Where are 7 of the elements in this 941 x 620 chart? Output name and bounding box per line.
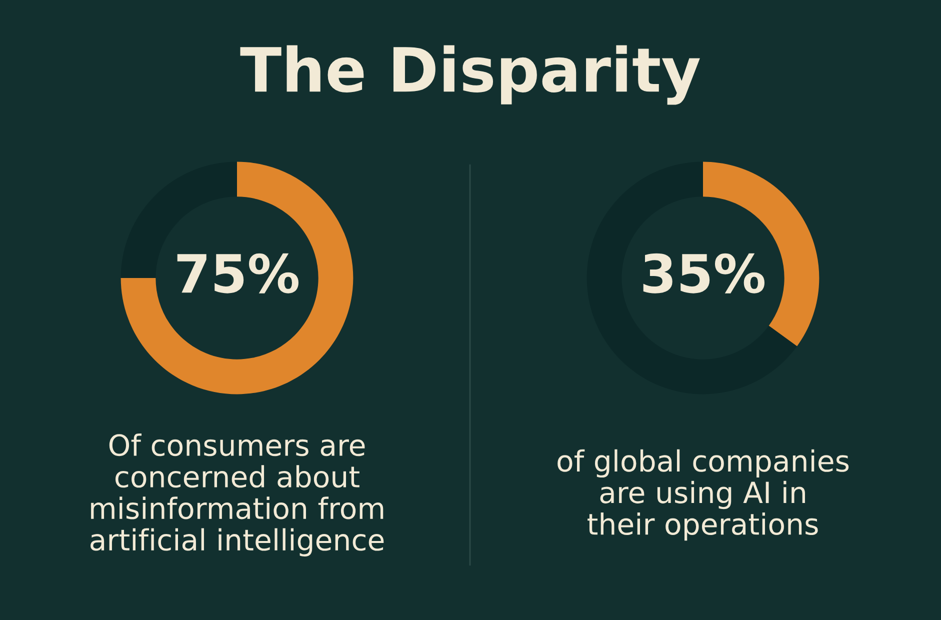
donut-slice xyxy=(586,162,797,394)
donut-slice xyxy=(120,162,354,394)
text: Of consumers are concerned about misinformation from artificial intelligence xyxy=(90,434,384,556)
data-label: 75% xyxy=(177,253,298,294)
text: of global companies are using AI in their operations xyxy=(558,449,849,541)
data-label: 35% xyxy=(643,253,764,294)
chart-title: The Disparity xyxy=(240,45,700,105)
